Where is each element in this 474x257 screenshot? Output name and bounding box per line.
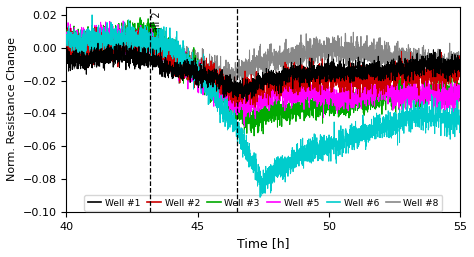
Text: Call 2: Call 2 (153, 12, 163, 40)
Y-axis label: Norm. Resistance Change: Norm. Resistance Change (7, 37, 17, 181)
Legend: Well #1, Well #2, Well #3, Well #5, Well #6, Well #8: Well #1, Well #2, Well #3, Well #5, Well… (84, 195, 442, 211)
X-axis label: Time [h]: Time [h] (237, 237, 290, 250)
